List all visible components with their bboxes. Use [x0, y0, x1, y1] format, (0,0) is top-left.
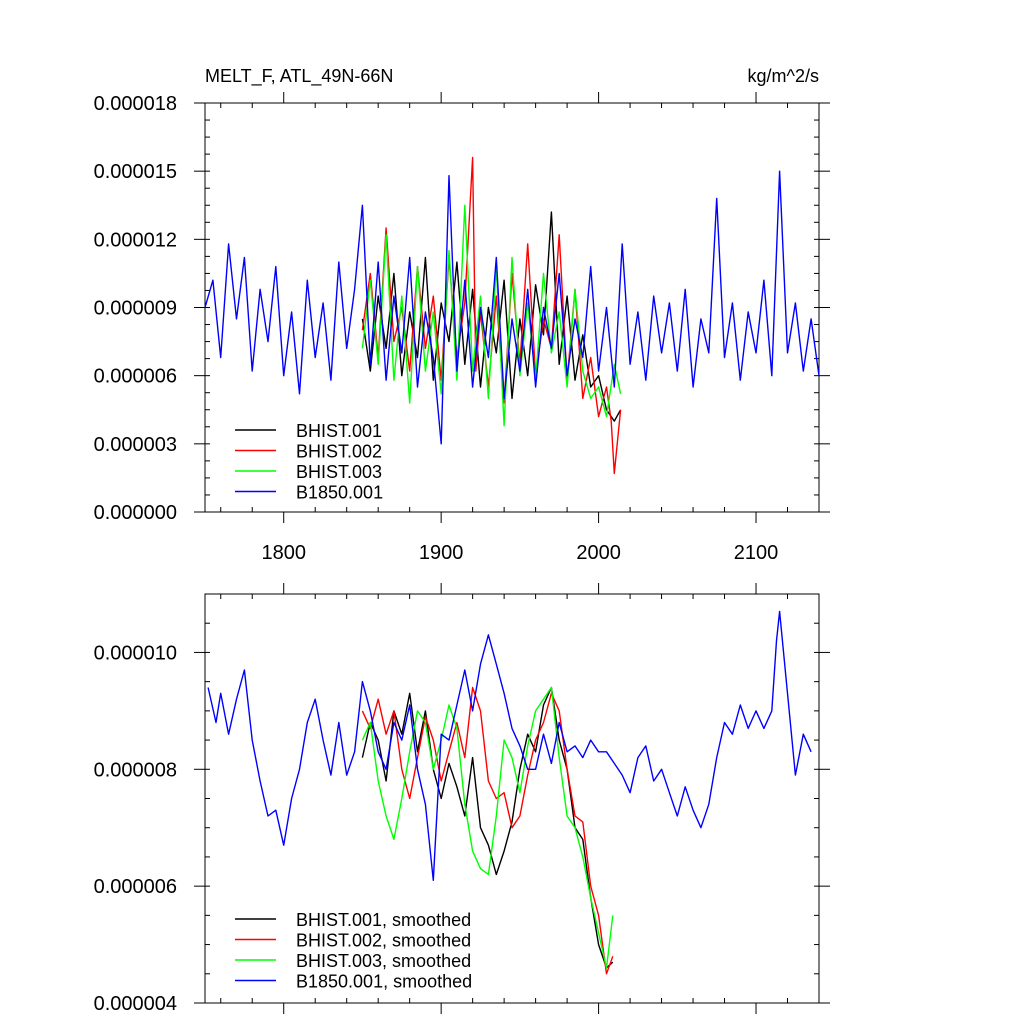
- y-tick-label: 0.000004: [94, 993, 177, 1015]
- y-tick-label: 0.000010: [94, 642, 177, 664]
- series-line-b1850-001-smoothed: [207, 610, 812, 881]
- y-tick-label: 0.000015: [94, 161, 177, 183]
- legend-label: BHIST.003: [296, 462, 382, 482]
- top-axis-ticks: 0.000000 0.000003 0.000006 0.000009 0.000012…: [94, 92, 830, 564]
- x-tick-label: 1800: [261, 542, 306, 564]
- legend-label: B1850.001, smoothed: [296, 972, 472, 992]
- y-tick-label: 0.000009: [94, 298, 177, 320]
- y-tick-label: 0.000008: [94, 759, 177, 781]
- y-tick-label: 0.000018: [94, 93, 177, 115]
- bottom-panel: 0.000004 0.000006 0.000008 0.000010 BHIST.0…: [94, 583, 830, 1015]
- legend-label: BHIST.002, smoothed: [296, 931, 471, 951]
- y-tick-label: 0.000003: [94, 434, 177, 456]
- legend-label: BHIST.001: [296, 421, 382, 441]
- y-tick-label: 0.000006: [94, 876, 177, 898]
- y-tick-label: 0.000006: [94, 366, 177, 388]
- legend-label: BHIST.002: [296, 442, 382, 462]
- top-title-right: kg/m^2/s: [748, 66, 819, 86]
- legend-label: B1850.001: [296, 483, 383, 503]
- legend-label: BHIST.003, smoothed: [296, 951, 471, 971]
- x-tick-label: 2100: [734, 542, 779, 564]
- top-panel: MELT_F, ATL_49N-66N kg/m^2/s 0.0000000.0…: [94, 66, 830, 564]
- x-tick-label: 2000: [576, 542, 621, 564]
- y-tick-label: 0.000012: [94, 229, 177, 251]
- y-tick-label: 0.000000: [94, 502, 177, 524]
- legend-label: BHIST.001, smoothed: [296, 910, 471, 930]
- bottom-series-lines: [207, 610, 812, 975]
- series-line-bhist-003-smoothed: [361, 686, 614, 969]
- series-line-bhist-001-smoothed: [361, 686, 614, 969]
- x-tick-label: 1900: [419, 542, 464, 564]
- series-line-b1850-001: [204, 170, 820, 445]
- top-title-left: MELT_F, ATL_49N-66N: [205, 66, 393, 87]
- top-series-lines: [204, 156, 820, 475]
- series-line-bhist-003: [361, 204, 622, 427]
- bottom-axis-ticks: 0.000004 0.000006 0.000008 0.000010: [94, 583, 830, 1015]
